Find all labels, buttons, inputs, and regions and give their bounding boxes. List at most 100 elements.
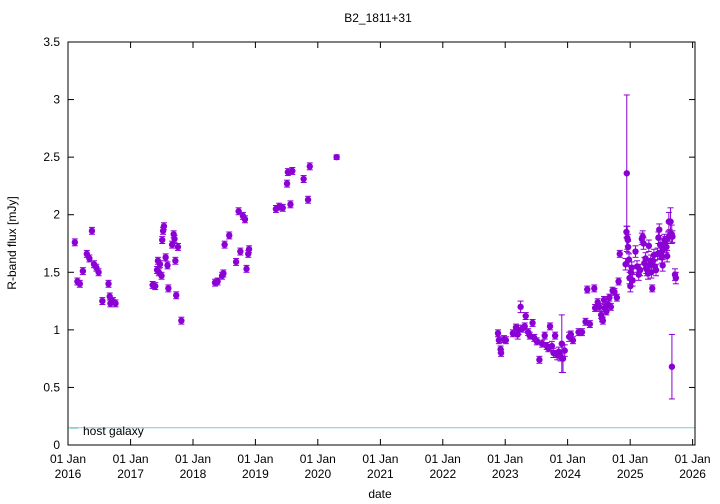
y-tick-label: 3.5 xyxy=(43,35,60,49)
data-point xyxy=(220,270,227,277)
data-point xyxy=(156,261,164,268)
x-tick-label: 2024 xyxy=(554,467,581,481)
x-tick-label: 2023 xyxy=(492,467,519,481)
data-point xyxy=(306,163,313,170)
y-tick-label: 0.5 xyxy=(43,380,60,394)
x-tick-label: 2020 xyxy=(304,467,331,481)
data-point xyxy=(663,243,670,251)
data-point xyxy=(86,255,93,262)
data-point xyxy=(172,257,179,264)
data-point xyxy=(567,331,575,338)
data-point xyxy=(669,233,676,240)
data-point xyxy=(599,317,607,324)
data-point xyxy=(632,248,639,255)
data-point xyxy=(105,280,112,287)
data-point xyxy=(79,267,87,275)
data-point xyxy=(541,332,548,339)
data-point xyxy=(596,303,603,311)
data-point xyxy=(625,256,633,263)
data-point xyxy=(173,292,180,299)
data-point xyxy=(95,269,102,276)
data-point xyxy=(637,266,644,274)
x-tick-label: 2025 xyxy=(617,467,644,481)
data-point xyxy=(165,285,172,292)
data-point xyxy=(333,153,340,161)
data-point xyxy=(160,223,168,230)
data-point xyxy=(578,328,586,336)
data-point xyxy=(645,242,653,250)
data-point xyxy=(152,282,159,290)
data-point xyxy=(162,254,169,261)
data-point xyxy=(237,248,244,255)
data-point xyxy=(494,330,502,337)
x-tick-label: 2019 xyxy=(242,467,269,481)
data-point xyxy=(607,303,615,311)
data-point xyxy=(615,278,622,285)
data-point xyxy=(613,294,621,301)
data-point xyxy=(159,236,166,244)
data-point xyxy=(640,240,647,247)
data-point xyxy=(289,167,296,175)
data-point xyxy=(639,233,646,240)
data-point xyxy=(304,196,312,203)
data-point xyxy=(558,340,566,347)
x-tick-label: 01 Jan xyxy=(425,452,461,466)
data-point xyxy=(629,277,636,284)
x-tick-label: 01 Jan xyxy=(550,452,586,466)
data-points xyxy=(71,94,680,400)
data-point xyxy=(603,308,610,315)
data-point xyxy=(521,323,528,330)
data-point xyxy=(522,312,529,320)
y-tick-label: 2.5 xyxy=(43,150,60,164)
data-point xyxy=(591,285,598,292)
plot-frame xyxy=(67,41,696,446)
y-tick-label: 0 xyxy=(53,438,60,452)
x-tick-label: 2018 xyxy=(180,467,207,481)
data-point xyxy=(495,337,503,344)
x-tick-label: 2022 xyxy=(429,467,456,481)
x-tick-label: 01 Jan xyxy=(50,452,86,466)
data-point xyxy=(300,175,307,183)
data-point xyxy=(559,355,567,362)
data-point xyxy=(663,252,671,260)
y-tick-label: 1.5 xyxy=(43,265,60,279)
x-tick-label: 01 Jan xyxy=(175,452,211,466)
data-point xyxy=(76,280,83,287)
data-point xyxy=(214,278,221,285)
data-point xyxy=(283,180,291,187)
x-tick-label: 2026 xyxy=(679,467,706,481)
data-point xyxy=(561,347,568,354)
data-point xyxy=(611,288,618,296)
data-point xyxy=(652,266,660,274)
x-tick-label: 01 Jan xyxy=(237,452,273,466)
data-point xyxy=(174,243,182,251)
x-tick-label: 01 Jan xyxy=(362,452,398,466)
data-point xyxy=(672,274,680,282)
data-point xyxy=(584,286,591,293)
y-axis-label: R-band flux [mJy] xyxy=(5,196,19,289)
data-point xyxy=(536,356,543,363)
data-point xyxy=(658,254,666,261)
data-point xyxy=(502,337,510,344)
data-point xyxy=(546,323,554,330)
data-point xyxy=(569,337,577,344)
x-tick-label: 2016 xyxy=(55,467,82,481)
data-point xyxy=(667,218,674,225)
data-point xyxy=(178,317,185,324)
data-point xyxy=(168,241,176,248)
data-point xyxy=(171,235,178,243)
x-tick-label: 01 Jan xyxy=(487,452,523,466)
x-axis-label: date xyxy=(368,487,392,501)
data-point xyxy=(221,241,228,248)
data-point xyxy=(509,330,517,337)
data-point xyxy=(112,300,119,307)
y-tick-label: 3 xyxy=(53,93,60,107)
data-point xyxy=(279,204,286,212)
data-point xyxy=(656,226,663,233)
data-point xyxy=(606,294,613,301)
data-point xyxy=(241,216,249,223)
legend: host galaxy xyxy=(70,424,144,438)
data-point xyxy=(529,319,536,327)
